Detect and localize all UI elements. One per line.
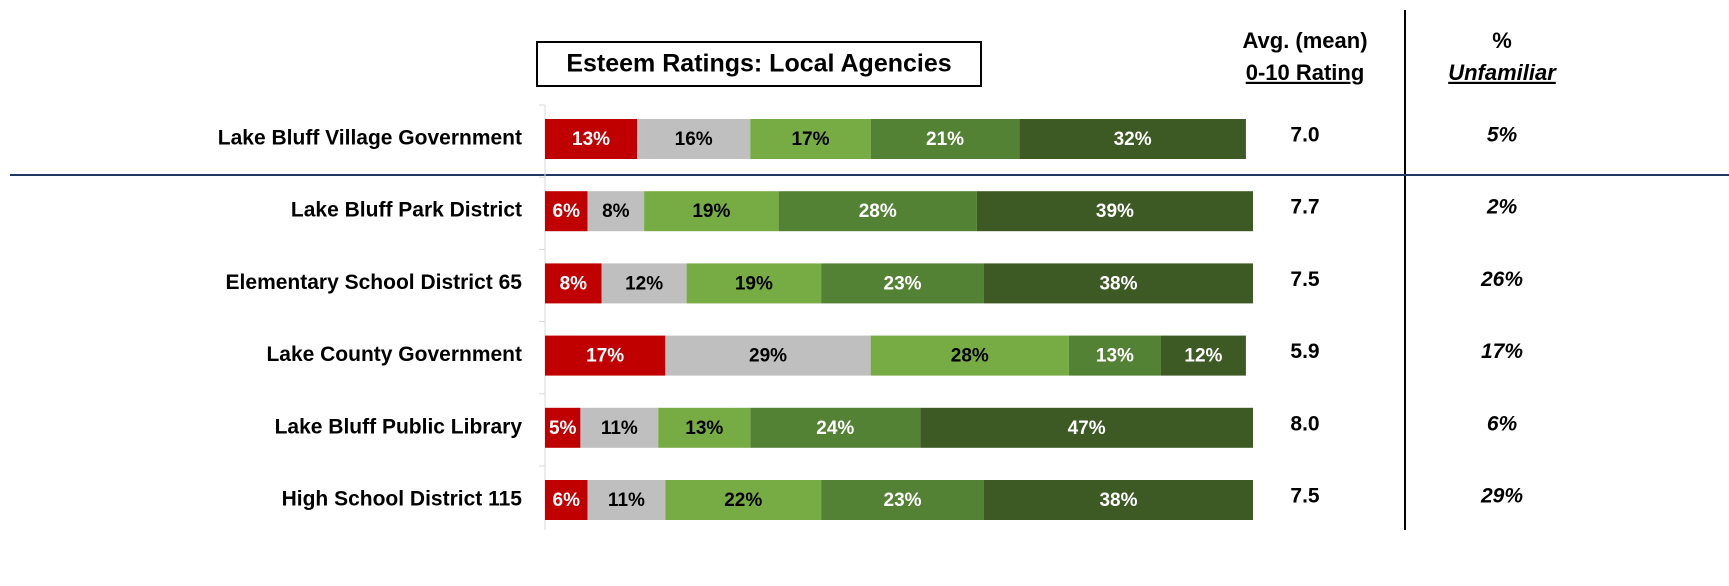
bar-segment <box>545 191 588 232</box>
bar-label: 8% <box>602 201 630 222</box>
bar-label: 19% <box>692 201 730 222</box>
title-box <box>536 41 982 87</box>
bar-label: 24% <box>816 418 854 439</box>
category-label: High School District 115 <box>282 488 523 511</box>
bar-segment <box>821 480 984 520</box>
bar-label: 11% <box>601 418 638 439</box>
bar-segment <box>644 191 779 232</box>
column-value: 8.0 <box>1290 412 1319 435</box>
bar-segment <box>665 335 871 376</box>
column-value: 2% <box>1486 196 1518 219</box>
bar-segment <box>983 480 1253 520</box>
bar-label: 6% <box>553 201 581 222</box>
bar-segment <box>976 191 1253 232</box>
bar-segment <box>601 263 687 304</box>
chart-title: Esteem Ratings: Local Agencies <box>566 50 951 78</box>
bar-label: 32% <box>1114 129 1152 150</box>
bar-segment <box>983 263 1253 304</box>
bar-segment <box>545 263 602 304</box>
column-header: % <box>1492 28 1512 53</box>
bar-label: 38% <box>1099 273 1137 294</box>
bar-label: 39% <box>1096 201 1134 222</box>
column-value: 5% <box>1487 124 1518 147</box>
bar-label: 23% <box>884 490 922 511</box>
column-header: Avg. (mean) <box>1242 28 1367 53</box>
bar-label: 6% <box>553 490 581 511</box>
bar-segment <box>920 407 1253 448</box>
category-label: Lake Bluff Public Library <box>275 415 523 438</box>
bar-segment <box>778 191 977 232</box>
category-label: Lake County Government <box>266 343 522 366</box>
bar-segment <box>545 407 581 448</box>
bar-segment <box>580 407 659 448</box>
column-value: 5.9 <box>1290 340 1319 363</box>
bar-segment <box>686 263 822 304</box>
bar-segment <box>658 407 751 448</box>
bar-label: 19% <box>735 273 773 294</box>
bar-segment <box>750 119 871 159</box>
bar-label: 12% <box>625 273 663 294</box>
bar-label: 38% <box>1099 490 1137 511</box>
column-value: 7.5 <box>1290 268 1320 291</box>
column-value: 7.5 <box>1290 485 1320 508</box>
bar-label: 11% <box>608 490 645 511</box>
column-header: Unfamiliar <box>1448 60 1557 85</box>
bar-segment <box>870 335 1069 376</box>
bar-segment <box>665 480 822 520</box>
bar-label: 22% <box>724 490 762 511</box>
bar-segment <box>870 119 1020 159</box>
bar-label: 28% <box>951 346 989 367</box>
bar-segment <box>637 119 751 159</box>
bar-label: 17% <box>791 129 829 150</box>
bar-segment <box>750 407 921 448</box>
bar-segment <box>1068 335 1161 376</box>
bar-segment <box>587 191 645 232</box>
bar-label: 13% <box>685 418 723 439</box>
bar-segment <box>545 335 666 376</box>
bar-label: 29% <box>749 346 787 367</box>
category-label: Lake Bluff Park District <box>291 199 522 222</box>
bar-label: 5% <box>549 418 577 439</box>
bar-segment <box>545 480 588 520</box>
column-value: 17% <box>1481 340 1523 363</box>
bar-segment <box>1160 335 1246 376</box>
bar-segment <box>545 119 638 159</box>
column-value: 6% <box>1487 412 1518 435</box>
category-label: Elementary School District 65 <box>226 271 523 294</box>
bar-label: 16% <box>675 129 713 150</box>
bar-label: 28% <box>859 201 897 222</box>
bar-label: 21% <box>926 129 964 150</box>
bar-segment <box>587 480 666 520</box>
bar-label: 12% <box>1184 346 1222 367</box>
bar-label: 13% <box>1096 346 1134 367</box>
bar-label: 13% <box>572 129 610 150</box>
bar-label: 8% <box>560 273 588 294</box>
bar-segment <box>821 263 984 304</box>
bar-label: 47% <box>1068 418 1106 439</box>
bar-label: 17% <box>586 346 624 367</box>
category-label: Lake Bluff Village Government <box>218 127 522 150</box>
column-value: 29% <box>1480 485 1523 508</box>
bar-segment <box>1019 119 1246 159</box>
column-value: 26% <box>1480 268 1523 291</box>
column-value: 7.0 <box>1290 124 1319 147</box>
bar-label: 23% <box>884 273 922 294</box>
column-header: 0-10 Rating <box>1246 60 1365 85</box>
column-value: 7.7 <box>1290 196 1319 219</box>
